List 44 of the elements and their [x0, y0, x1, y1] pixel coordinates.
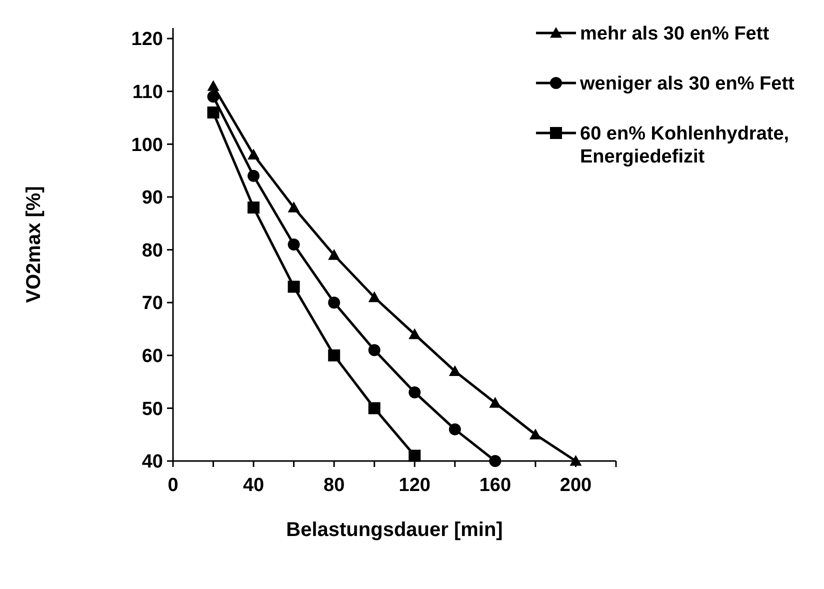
legend-label: weniger als 30 en% Fett — [579, 74, 796, 95]
point — [448, 365, 461, 376]
legend-label: 60 en% Kohlenhydrate, Energiedefizit — [580, 124, 790, 168]
y-tick-label: 40 — [142, 452, 163, 473]
x-tick-label: 120 — [398, 475, 430, 496]
point — [408, 328, 421, 340]
point — [207, 90, 220, 103]
point — [288, 238, 300, 250]
x-tick-label: 160 — [479, 475, 512, 496]
x-axis-title: Belastungsdauer [min] — [286, 519, 503, 541]
point — [529, 428, 542, 440]
point — [207, 106, 220, 118]
y-tick-label: 60 — [142, 346, 163, 368]
y-axis-title: VO2max [%] — [23, 186, 45, 303]
point — [368, 344, 380, 356]
point — [408, 450, 421, 462]
point — [288, 202, 300, 212]
legend-label: mehr als 30 en% Fett — [580, 24, 770, 45]
y-tick-label: 50 — [142, 398, 163, 420]
point — [328, 349, 340, 362]
x-tick-label: 0 — [168, 475, 178, 496]
point — [207, 80, 220, 91]
y-tick-label: 120 — [131, 29, 163, 50]
point — [408, 386, 421, 398]
point — [288, 280, 300, 293]
point — [328, 296, 340, 309]
y-tick-label: 90 — [142, 188, 163, 209]
point — [248, 148, 260, 160]
y-tick-label: 70 — [142, 293, 163, 314]
point — [248, 202, 260, 214]
x-tick-label: 80 — [324, 475, 345, 496]
point — [570, 455, 582, 466]
point — [248, 170, 260, 182]
point — [368, 402, 380, 414]
point — [489, 455, 502, 467]
x-tick-label: 40 — [242, 475, 264, 496]
x-tick-label: 200 — [560, 475, 592, 496]
y-tick-label: 100 — [131, 134, 163, 156]
point — [368, 291, 380, 302]
point — [448, 423, 461, 436]
point — [328, 249, 340, 260]
y-tick-label: 110 — [132, 82, 163, 104]
y-tick-label: 80 — [142, 240, 163, 262]
point — [489, 396, 502, 408]
